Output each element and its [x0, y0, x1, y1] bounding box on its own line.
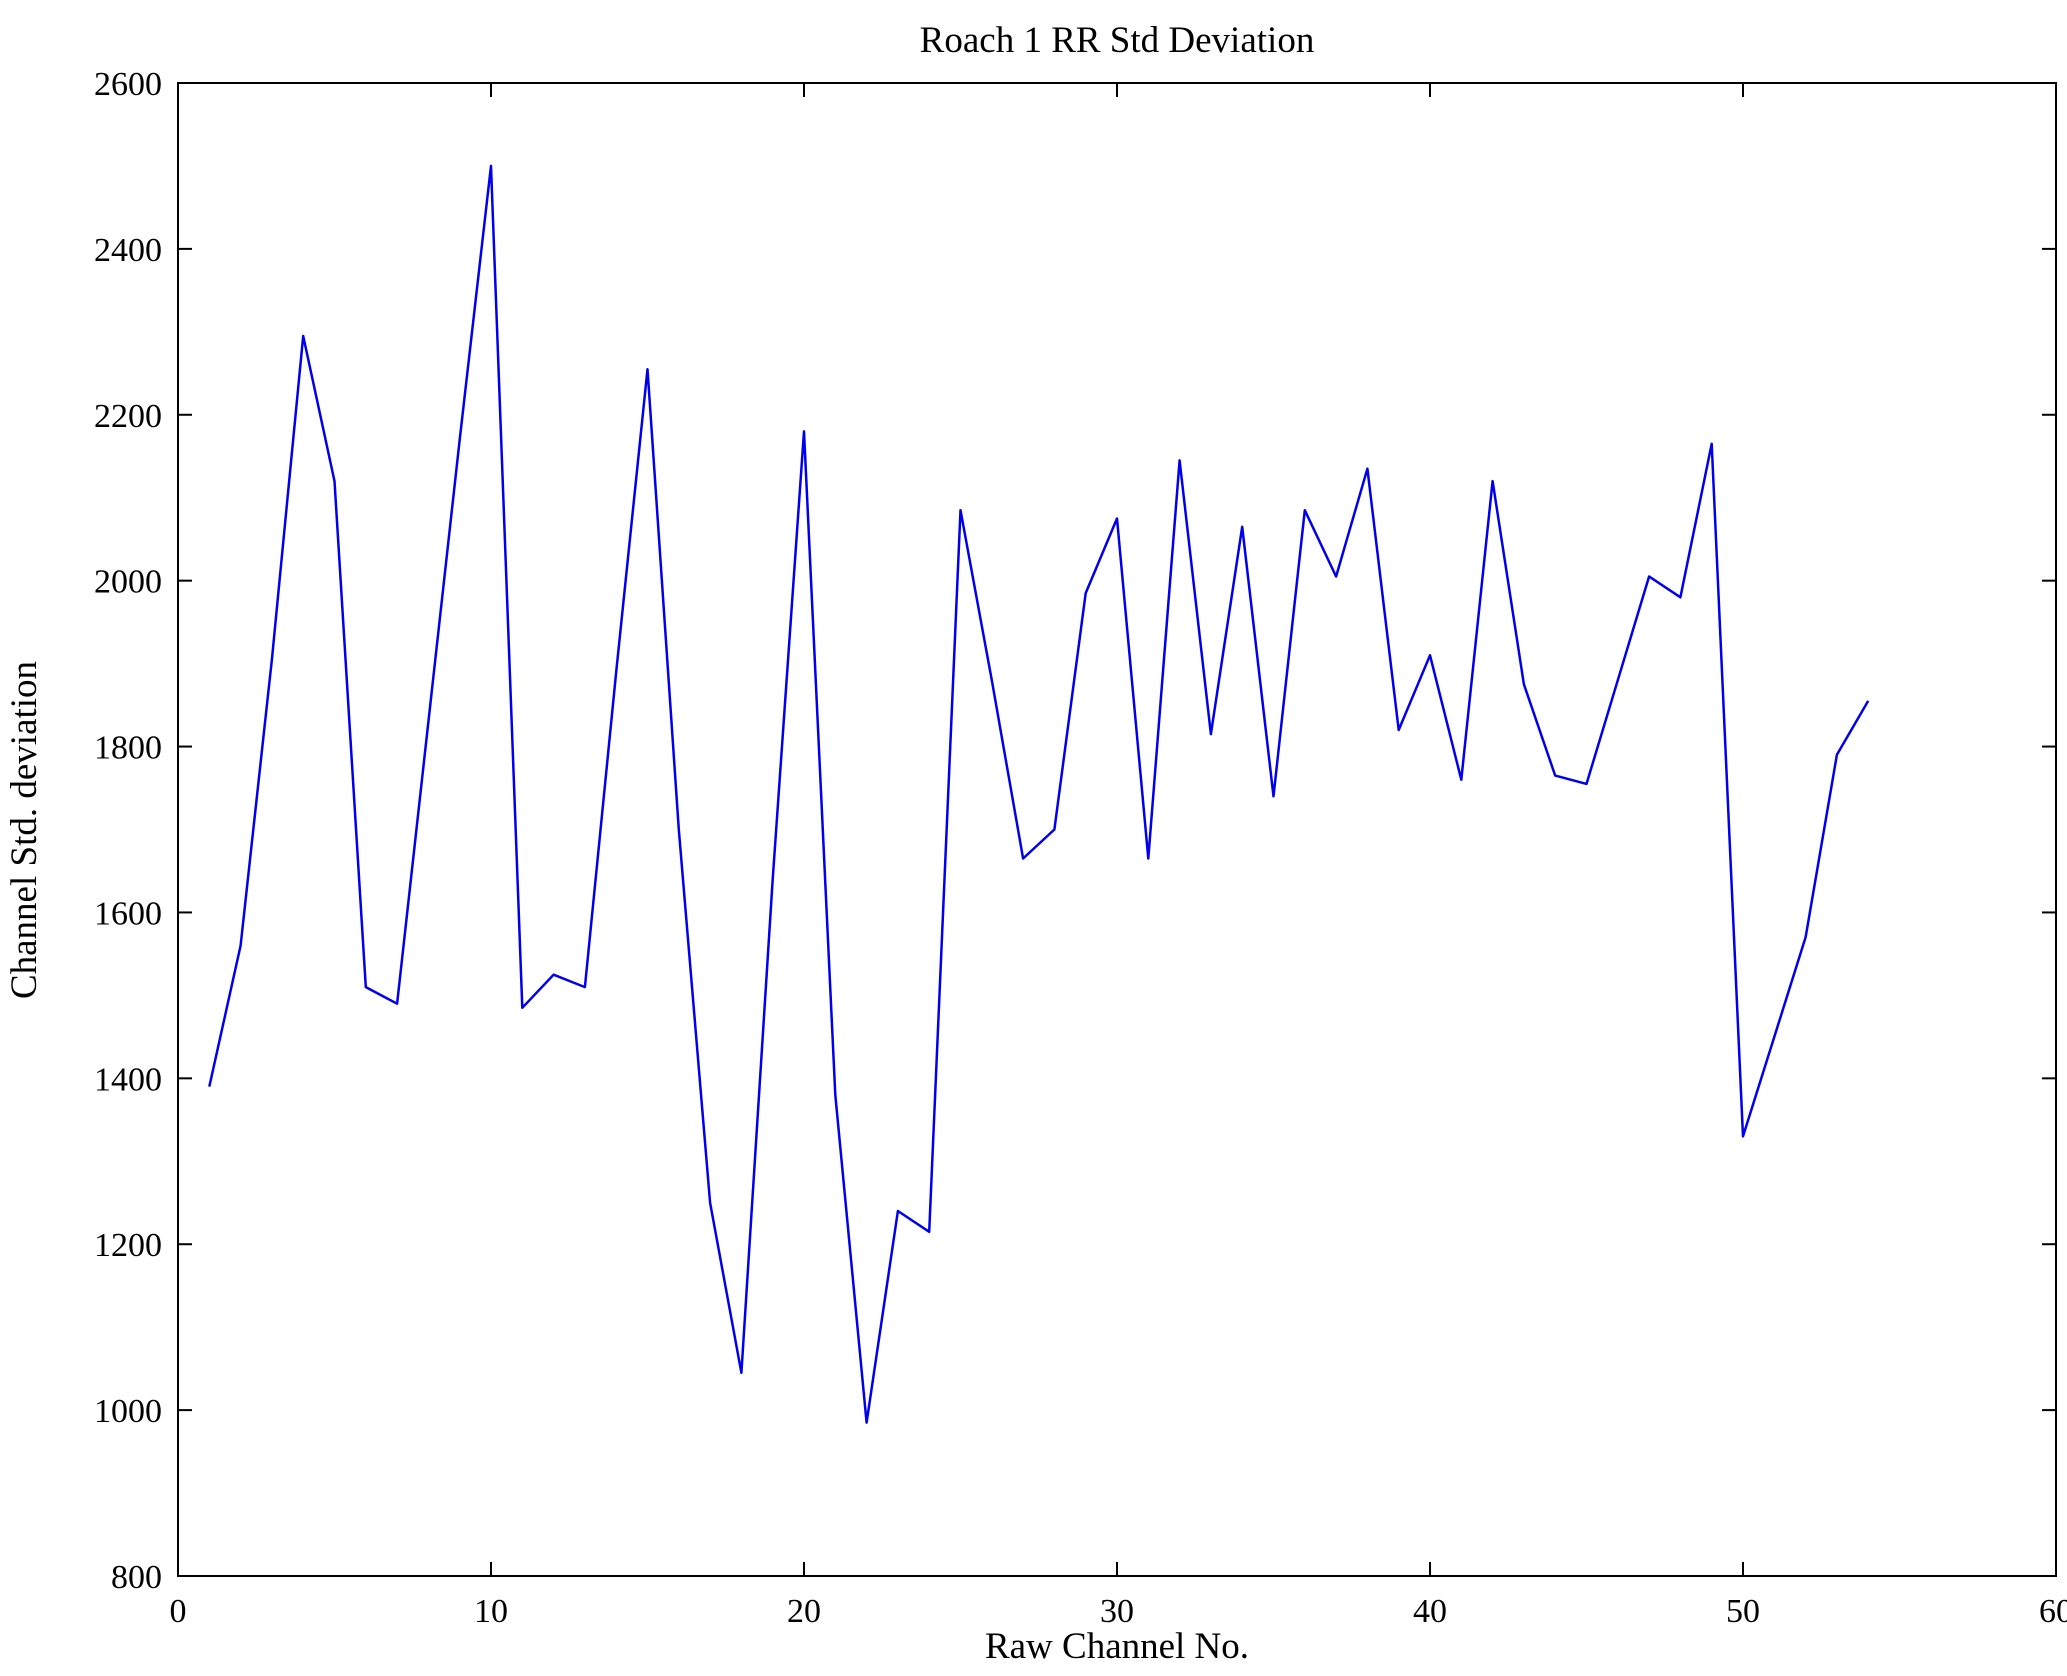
y-tick-label: 1600 [94, 895, 162, 932]
y-tick-label: 2400 [94, 232, 162, 269]
y-tick-label: 1000 [94, 1393, 162, 1430]
chart-title: Roach 1 RR Std Deviation [920, 20, 1315, 61]
y-tick-label: 1200 [94, 1227, 162, 1264]
y-tick-label: 1800 [94, 730, 162, 767]
x-tick-label: 10 [474, 1593, 508, 1630]
y-tick-label: 800 [111, 1559, 162, 1596]
y-tick-label: 2200 [94, 398, 162, 435]
y-axis-ticks [178, 83, 2056, 1576]
x-axis-ticks [178, 83, 2056, 1576]
x-tick-label: 50 [1726, 1593, 1760, 1630]
x-tick-label: 0 [170, 1593, 187, 1630]
x-tick-label: 30 [1100, 1593, 1134, 1630]
axes-box [178, 83, 2056, 1576]
x-tick-label: 60 [2039, 1593, 2067, 1630]
x-axis-label: Raw Channel No. [985, 1626, 1249, 1667]
data-series-line [209, 166, 1868, 1423]
y-axis-tick-labels: 800 1000 1200 1400 1600 1800 2000 2200 2400 2600 [94, 66, 162, 1596]
y-axis-label: Channel Std. deviation [4, 661, 45, 999]
x-axis-tick-labels: 0 10 20 30 40 50 60 [170, 1593, 2067, 1630]
y-tick-label: 2600 [94, 66, 162, 103]
y-tick-label: 2000 [94, 564, 162, 601]
y-tick-label: 1400 [94, 1061, 162, 1098]
x-tick-label: 40 [1413, 1593, 1447, 1630]
x-tick-label: 20 [787, 1593, 821, 1630]
